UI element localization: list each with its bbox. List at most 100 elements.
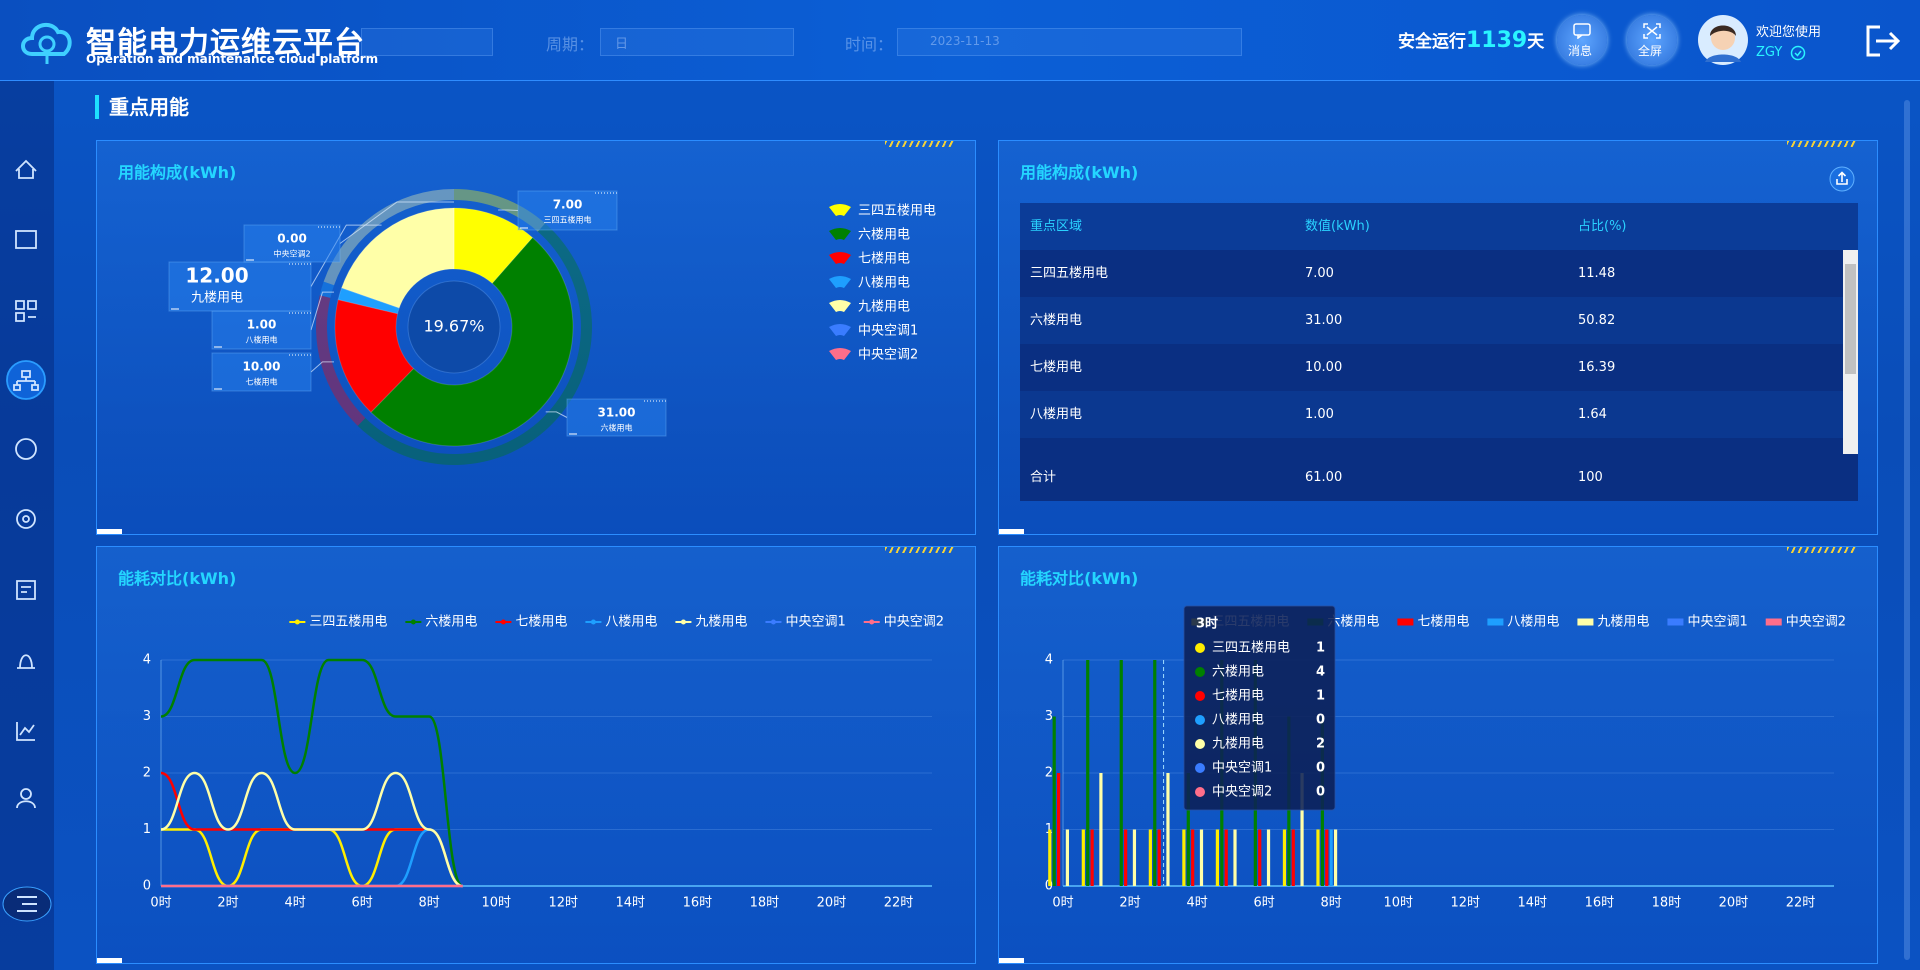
x-tick-label: 0时 [1052,896,1073,911]
line-chart: 0 1 2 3 4 0时 2时 4时 6时 8时 10时 12时 14时 16时 18时 20时 22时 三四五楼… [143,615,944,911]
table-row: 八楼用电 1.00 1.64 [1020,391,1858,438]
decoration [999,958,1024,963]
legend-label: 九楼用电 [695,615,747,630]
tooltip-value: 1 [1316,689,1325,704]
bar [1048,829,1052,886]
time-input[interactable]: 2023-11-13 [897,28,1242,56]
legend-icon [410,619,416,625]
logout-button[interactable] [1866,25,1902,57]
nav-chart[interactable] [16,722,35,741]
period-select[interactable]: 日 [600,28,794,56]
label-leader [310,291,334,331]
nav-alarm[interactable] [15,230,37,249]
line-series [160,771,464,888]
tooltip-value: 0 [1316,713,1325,728]
x-tick-label: 6时 [1253,896,1274,911]
nav-home[interactable] [15,159,37,179]
table-cell: 50.82 [1578,313,1616,328]
nav-structure[interactable] [13,370,39,391]
x-tick-label: 6时 [351,896,372,911]
label-box [211,310,312,350]
bar [1057,773,1061,886]
x-tick-label: 18时 [1652,896,1682,911]
label-box [517,190,618,231]
export-button[interactable] [1828,165,1856,193]
data-label: 31.00 [598,406,636,420]
tooltip-marker [1195,715,1205,725]
bar-chart: 0 1 2 3 4 0时 2时 4时 6时 8时 10时 12时 14时 16时 18时 20时 22时 三四五楼… [1045,605,1846,911]
x-tick-label: 12时 [1450,896,1480,911]
bar [1224,829,1228,886]
tooltip-value: 0 [1316,785,1325,800]
tooltip-name: 中央空调1 [1212,761,1272,776]
table-scrollbar[interactable] [1843,250,1858,454]
bar [1081,829,1085,886]
legend-icon [1397,618,1414,626]
legend-label: 中央空调2 [884,615,944,630]
message-button[interactable]: 消息 [1557,15,1607,65]
outer-ring-segment [319,281,335,298]
page-scrollbar[interactable] [1904,100,1910,960]
pie-slice [340,207,455,309]
legend-icon [829,300,851,312]
label-box [243,224,341,263]
legend-label: 九楼用电 [1597,615,1649,630]
tooltip-value: 1 [1316,641,1325,656]
avatar[interactable] [1697,14,1749,66]
filter-box[interactable] [361,28,493,56]
scroll-thumb [1845,264,1856,374]
safe-suffix: 天 [1527,32,1545,52]
legend-label: 八楼用电 [1507,615,1559,630]
table-cell: 合计 [1030,470,1057,485]
decoration [1787,547,1857,553]
x-tick-label: 2时 [217,896,238,911]
bar [1124,829,1128,886]
table-cell: 16.39 [1578,360,1616,375]
outer-ring-segment [316,295,366,426]
tooltip-name: 八楼用电 [1212,713,1264,728]
nav-user[interactable] [20,788,32,800]
nav-warning[interactable] [17,654,35,669]
tooltip-name: 中央空调2 [1212,785,1272,800]
nav-switch[interactable] [15,300,37,322]
data-label-name: 七楼用电 [246,377,278,387]
safe-run: 安全运行1139天 [1398,27,1544,53]
section-title: 重点用能 [95,95,189,119]
nav-energy[interactable] [15,438,37,460]
label-box [211,352,312,392]
bar [1215,829,1220,886]
bar [1166,773,1170,886]
bar [1282,829,1287,886]
x-tick-label: 2时 [1119,896,1140,911]
legend-label: 八楼用电 [858,276,910,291]
legend-icon [829,252,851,264]
bar-panel: 0 1 2 3 4 0时 2时 4时 6时 8时 10时 12时 14时 16时 18时 20时 22时 三四五楼… [998,546,1878,964]
bar [1119,660,1123,886]
decoration [885,141,955,147]
nav-toggle-icon [17,896,37,912]
bar [1325,829,1329,886]
panel-title: 用能构成(kWh) [1020,163,1139,182]
tooltip-title: 3时 [1196,616,1218,632]
line-series [160,828,464,888]
fullscreen-button[interactable]: 全屏 [1627,15,1677,65]
table-total-row: 合计 61.00 100 [1020,454,1858,501]
tooltip-marker [1195,667,1205,677]
tooltip-value: 4 [1316,665,1325,680]
x-tick-label: 22时 [1786,896,1816,911]
data-label: 0.00 [277,232,307,246]
line-panel: 0 1 2 3 4 0时 2时 4时 6时 8时 10时 12时 14时 16时 18时 20时 22时 三四五楼… [96,546,976,964]
tooltip-name: 九楼用电 [1212,737,1264,752]
line-series [161,828,464,888]
x-tick-label: 20时 [1719,896,1749,911]
outer-ring-segment [454,189,546,232]
x-tick-label: 10时 [1383,896,1413,911]
pie-slice [370,236,574,447]
nav-report[interactable] [16,580,36,600]
table-header: 重点区域 数值(kWh) 占比(%) [1020,203,1858,250]
outer-ring-segment [357,223,593,466]
data-label-name: 中央空调2 [273,249,310,259]
table-cell: 七楼用电 [1030,360,1083,375]
nav-settings[interactable] [16,509,36,529]
